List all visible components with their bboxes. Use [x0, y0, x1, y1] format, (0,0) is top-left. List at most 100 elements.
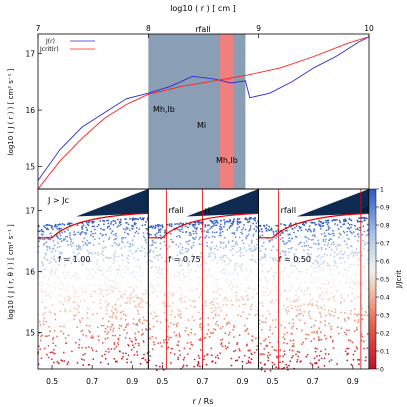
scatter-point [82, 333, 85, 336]
scatter-point [41, 262, 44, 265]
scatter-point [137, 232, 140, 235]
scatter-point [272, 275, 274, 278]
scatter-point [61, 282, 63, 284]
scatter-point [112, 334, 114, 337]
scatter-point [268, 225, 271, 228]
scatter-point [63, 325, 65, 328]
scatter-point [310, 276, 313, 279]
scatter-point [149, 285, 152, 288]
scatter-point [336, 363, 338, 365]
subpanel-3: rfall rif = 0.500.5 0.7 0.9 [257, 188, 370, 386]
scatter-point [88, 278, 91, 281]
scatter-point [126, 241, 129, 244]
scatter-point [117, 218, 119, 221]
scatter-point [101, 342, 104, 344]
scatter-point [117, 338, 120, 341]
scatter-point [266, 277, 268, 280]
scatter-point [261, 314, 264, 317]
scatter-point [244, 228, 247, 231]
scatter-point [340, 225, 342, 228]
scatter-point [332, 265, 335, 267]
scatter-point [60, 240, 63, 243]
scatter-point [52, 240, 55, 242]
scatter-point [169, 352, 172, 354]
scatter-point [284, 290, 287, 293]
scatter-point [149, 337, 152, 340]
scatter-point [102, 324, 105, 327]
scatter-point [361, 335, 364, 338]
scatter-point [69, 296, 71, 299]
scatter-point [192, 244, 195, 247]
scatter-point [232, 324, 235, 327]
scatter-point [127, 254, 130, 257]
scatter-point [319, 225, 322, 228]
scatter-point [303, 290, 306, 292]
scatter-point [250, 258, 252, 261]
scatter-point [307, 333, 310, 336]
scatter-point [279, 238, 282, 241]
scatter-point [63, 276, 66, 279]
scatter-point [322, 221, 325, 224]
scatter-point [141, 306, 144, 309]
scatter-point [249, 218, 252, 220]
scatter-point [332, 274, 335, 276]
scatter-point [357, 228, 359, 231]
scatter-point [272, 233, 275, 236]
scatter-point [303, 249, 305, 252]
scatter-point [128, 262, 131, 265]
scatter-point [343, 223, 346, 226]
scatter-point [291, 246, 293, 249]
scatter-point [97, 335, 100, 338]
scatter-point [347, 222, 350, 225]
scatter-point [344, 319, 347, 322]
scatter-point [236, 286, 239, 288]
scatter-point [256, 345, 259, 347]
scatter-point [288, 349, 291, 351]
scatter-point [245, 295, 248, 297]
scatter-point [78, 277, 81, 280]
scatter-point [64, 299, 67, 302]
scatter-point [265, 321, 267, 324]
scatter-point [70, 240, 73, 243]
scatter-point [219, 339, 222, 341]
scatter-point [120, 273, 123, 276]
scatter-point [295, 353, 297, 356]
scatter-point [333, 251, 336, 254]
scatter-point [183, 356, 186, 359]
scatter-point [304, 235, 306, 238]
scatter-point [176, 223, 179, 225]
scatter-point [138, 344, 140, 347]
scatter-point [254, 259, 257, 261]
scatter-point [85, 226, 87, 229]
scatter-point [133, 346, 135, 349]
scatter-point [320, 233, 323, 236]
scatter-point [93, 225, 95, 228]
scatter-point [323, 235, 326, 237]
scatter-point [89, 331, 91, 334]
scatter-point [170, 310, 173, 312]
scatter-point [99, 306, 102, 309]
jcrit-curve [258, 212, 369, 239]
scatter-point [222, 256, 225, 259]
scatter-point [230, 357, 233, 360]
scatter-point [240, 315, 242, 317]
scatter-point [154, 224, 157, 227]
scatter-point [313, 267, 316, 270]
scatter-point [156, 315, 159, 318]
scatter-point [46, 248, 49, 251]
scatter-point [250, 304, 253, 306]
scatter-point [111, 245, 114, 247]
scatter-point [261, 230, 264, 233]
scatter-point [353, 251, 356, 254]
scatter-point [114, 303, 117, 306]
scatter-point [84, 353, 86, 355]
scatter-point [80, 288, 83, 290]
scatter-point [170, 225, 173, 228]
scatter-point [319, 294, 322, 296]
scatter-point [191, 300, 194, 303]
scatter-point [51, 338, 54, 341]
scatter-point [115, 234, 117, 237]
scatter-point [319, 287, 322, 289]
scatter-point [42, 323, 45, 326]
scatter-point [155, 337, 157, 339]
